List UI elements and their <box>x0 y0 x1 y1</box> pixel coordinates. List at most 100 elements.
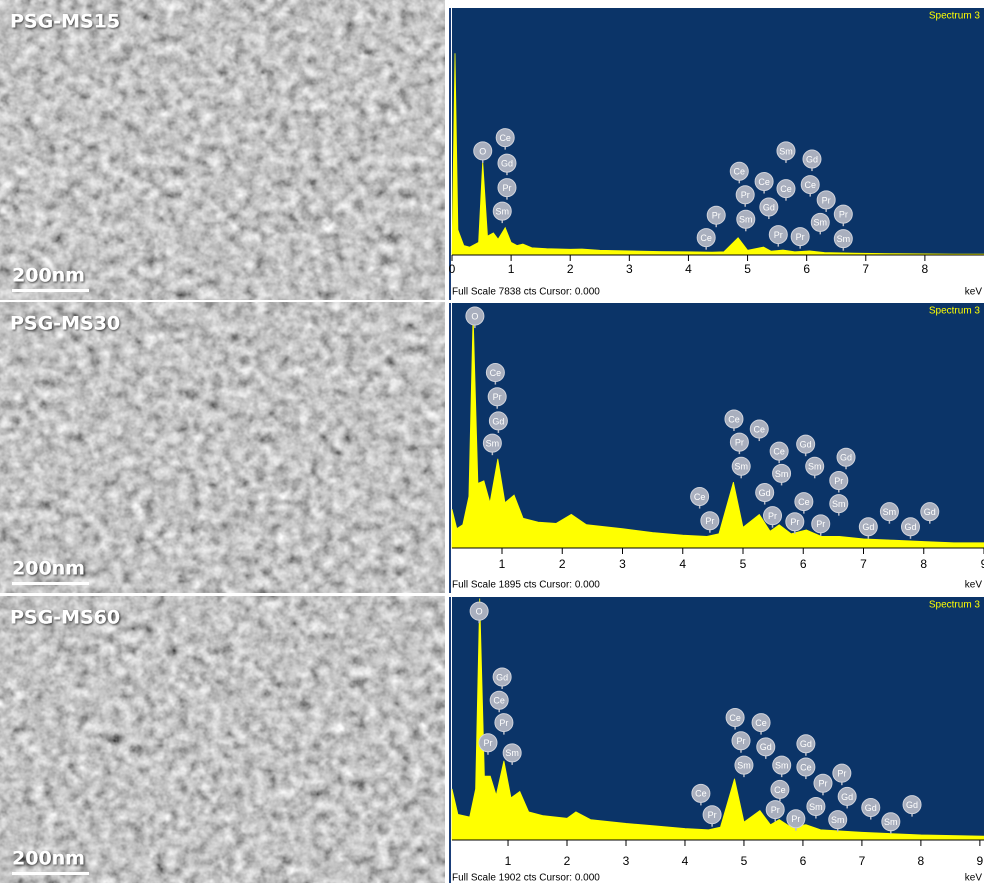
scale-bar <box>12 289 89 292</box>
annotation-label: Sm <box>505 748 519 758</box>
spectrum-title: Spectrum 3 <box>929 306 981 317</box>
annotation-label: Ce <box>728 414 740 424</box>
x-tick-label: 4 <box>682 854 689 868</box>
plot-background <box>452 303 984 548</box>
annotation-label: Gd <box>496 672 508 682</box>
scale-bar <box>12 872 89 875</box>
annotation-label: Sm <box>831 815 845 825</box>
x-tick-label: 1 <box>499 557 506 571</box>
annotation-label: Pr <box>796 232 805 242</box>
annotation-label: Gd <box>924 507 936 517</box>
annotation-label: Pr <box>483 738 492 748</box>
annotation-label: Ce <box>493 696 505 706</box>
annotation-label: O <box>471 311 478 321</box>
annotation-label: Ce <box>774 785 786 795</box>
annotation-label: Sm <box>739 215 753 225</box>
annotation-label: Sm <box>883 507 897 517</box>
annotation-label: Pr <box>705 516 714 526</box>
x-tick-label: 5 <box>744 262 751 276</box>
x-tick-label: 3 <box>619 557 626 571</box>
annotation-label: Gd <box>840 453 852 463</box>
annotation-label: Ce <box>773 447 785 457</box>
x-tick-label: 8 <box>922 262 929 276</box>
x-tick-label: 1 <box>508 262 515 276</box>
annotation-label: Sm <box>814 218 828 228</box>
annotation-label: Ce <box>754 424 766 434</box>
x-tick-label: 3 <box>623 854 630 868</box>
x-tick-label: 2 <box>564 854 571 868</box>
figure: PSG-MS15 200nm PSG-MS30 200nm PSG-MS60 200nm 0… <box>0 0 984 883</box>
sem-image <box>0 596 445 883</box>
annotation-label: Sm <box>837 234 851 244</box>
annotation-label: Ce <box>800 762 812 772</box>
x-tick-label: 2 <box>567 262 574 276</box>
x-tick-label: 7 <box>862 262 869 276</box>
annotation-label: Ce <box>798 497 810 507</box>
x-tick-label: 4 <box>685 262 692 276</box>
x-tick-label: 7 <box>860 557 867 571</box>
annotation-label: Sm <box>832 499 846 509</box>
annotation-label: Pr <box>735 437 744 447</box>
scale-bar <box>12 582 89 585</box>
annotation-label: Gd <box>501 159 513 169</box>
x-tick-label: 2 <box>559 557 566 571</box>
footer: Full Scale 7838 cts Cursor: 0.000 <box>452 287 600 298</box>
annotation-label: O <box>479 146 486 156</box>
x-axis-label: keV <box>965 873 983 883</box>
x-tick-label: 3 <box>626 262 633 276</box>
scale-bar-label: 200nm <box>12 848 85 870</box>
spectrum-title: Spectrum 3 <box>929 11 981 22</box>
panel-label: PSG-MS30 <box>10 313 120 335</box>
annotation-label: Pr <box>791 814 800 824</box>
panel-label: PSG-MS15 <box>10 11 120 33</box>
x-tick-label: 7 <box>859 854 866 868</box>
annotation-label: Pr <box>771 805 780 815</box>
annotation-label: Pr <box>837 769 846 779</box>
annotation-label: Pr <box>737 736 746 746</box>
annotation-label: Ce <box>755 718 767 728</box>
annotation-label: Pr <box>741 190 750 200</box>
annotation-label: Gd <box>862 522 874 532</box>
annotation-label: Sm <box>808 462 822 472</box>
annotation-label: Sm <box>779 146 793 156</box>
annotation-label: Gd <box>806 154 818 164</box>
annotation-label: Ce <box>700 233 712 243</box>
annotation-label: Sm <box>809 802 823 812</box>
annotation-label: Gd <box>904 522 916 532</box>
x-axis-label: keV <box>965 580 983 591</box>
sem-image <box>0 0 445 300</box>
annotation-label: Gd <box>841 792 853 802</box>
annotation-label: Gd <box>865 803 877 813</box>
x-tick-label: 0 <box>449 262 456 276</box>
annotation-label: Pr <box>822 195 831 205</box>
footer: Full Scale 1895 cts Cursor: 0.000 <box>452 580 600 591</box>
annotation-label: Pr <box>774 230 783 240</box>
x-tick-label: 1 <box>505 854 512 868</box>
annotation-label: Sm <box>495 206 509 216</box>
annotation-label: Pr <box>818 779 827 789</box>
annotation-label: Gd <box>759 488 771 498</box>
x-tick-label: 9 <box>981 557 984 571</box>
annotation-label: Pr <box>768 511 777 521</box>
panel-label: PSG-MS60 <box>10 607 120 629</box>
x-tick-label: 9 <box>977 854 984 868</box>
annotation-label: Sm <box>775 469 789 479</box>
spectrum-title: Spectrum 3 <box>929 600 981 611</box>
annotation-label: Pr <box>834 476 843 486</box>
annotation-label: Ce <box>734 167 746 177</box>
annotation-label: Ce <box>780 184 792 194</box>
x-tick-label: 6 <box>800 854 807 868</box>
x-tick-label: 6 <box>800 557 807 571</box>
footer: Full Scale 1902 cts Cursor: 0.000 <box>452 873 600 883</box>
annotation-label: Gd <box>800 440 812 450</box>
annotation-label: Pr <box>493 392 502 402</box>
annotation-label: Ce <box>499 133 511 143</box>
annotation-label: Ce <box>729 713 741 723</box>
annotation-label: O <box>476 607 483 617</box>
annotation-label: Ce <box>804 180 816 190</box>
x-axis-label: keV <box>965 287 983 298</box>
annotation-label: Sm <box>734 462 748 472</box>
scale-bar-label: 200nm <box>12 265 85 287</box>
scale-bar-label: 200nm <box>12 558 85 580</box>
x-tick-label: 8 <box>920 557 927 571</box>
